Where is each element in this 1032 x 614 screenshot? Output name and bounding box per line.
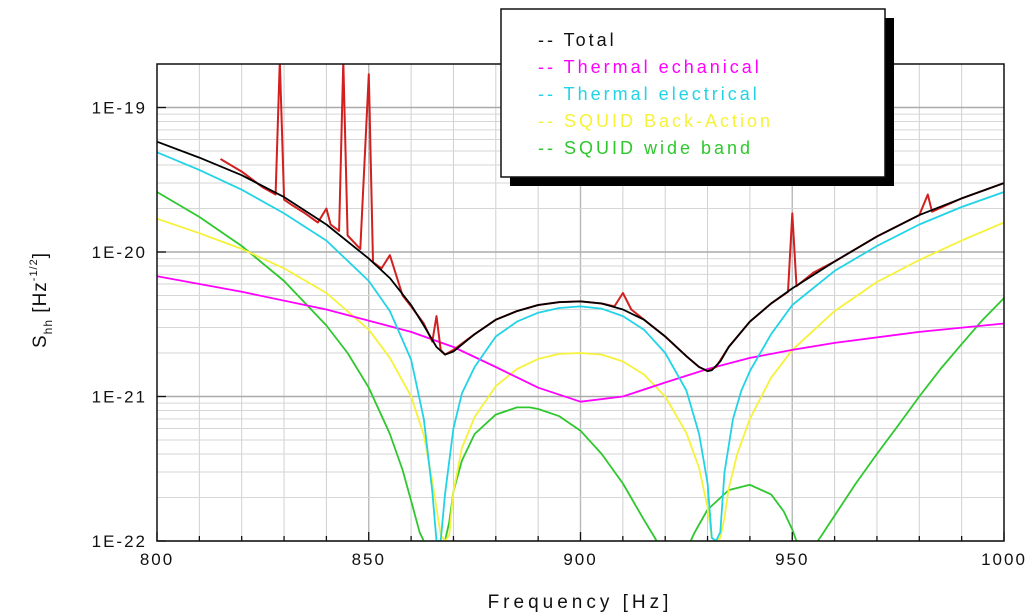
legend-box xyxy=(500,8,886,178)
tick-labels: 800 850 900 950 1000 1E-22 1E-21 1E-20 1E-19 xyxy=(92,98,1027,569)
y-tick-label: 1E-21 xyxy=(92,387,147,406)
axis-ticks xyxy=(156,106,1005,542)
legend-entry-squid-back-action: -- SQUID Back-Action xyxy=(538,111,773,131)
series-line-thermal-echanical xyxy=(157,275,1004,403)
series-line-squid-wide-band xyxy=(689,483,798,541)
series-line-squid-back-action xyxy=(157,217,1004,541)
x-tick-label: 1000 xyxy=(981,550,1027,569)
legend-entry-squid-wide-band: -- SQUID wide band xyxy=(538,138,753,158)
series-line-thermal-electrical xyxy=(157,151,1004,541)
y-tick-label: 1E-19 xyxy=(92,98,147,117)
legend-entry-thermal-echanical: -- Thermal echanical xyxy=(538,57,762,77)
y-tick-label: 1E-20 xyxy=(92,243,147,262)
series-line-squid-wide-band xyxy=(157,191,425,541)
y-axis-title-unit: [Hz xyxy=(30,281,51,313)
y-axis-title: Shh [Hz-1/2] xyxy=(28,252,55,348)
x-tick-label: 900 xyxy=(563,550,597,569)
series-line-total xyxy=(157,140,1004,373)
y-axis-title-main: S xyxy=(30,334,51,348)
x-axis-title: Frequency [Hz] xyxy=(488,592,673,613)
x-tick-label: 850 xyxy=(352,550,386,569)
legend-entry-total: -- Total xyxy=(538,30,617,50)
series-curves xyxy=(157,64,1004,541)
legend: -- Total -- Thermal echanical -- Thermal e… xyxy=(500,8,894,186)
x-tick-label: 800 xyxy=(140,550,174,569)
y-tick-label: 1E-22 xyxy=(92,532,147,551)
svg-text:Shh [Hz-1/2]: Shh [Hz-1/2] xyxy=(28,252,55,348)
x-tick-label: 950 xyxy=(775,550,809,569)
y-axis-title-sub: hh xyxy=(41,319,55,334)
series-line-squid-wide-band xyxy=(816,297,1004,541)
legend-entries: -- Total -- Thermal echanical -- Thermal e… xyxy=(538,30,773,158)
legend-entry-thermal-electrical: -- Thermal electrical xyxy=(538,84,760,104)
series-line-squid-wide-band xyxy=(444,406,658,541)
y-axis-title-unit-close: ] xyxy=(30,252,51,258)
y-axis-title-unit-sup: -1/2 xyxy=(28,258,40,281)
